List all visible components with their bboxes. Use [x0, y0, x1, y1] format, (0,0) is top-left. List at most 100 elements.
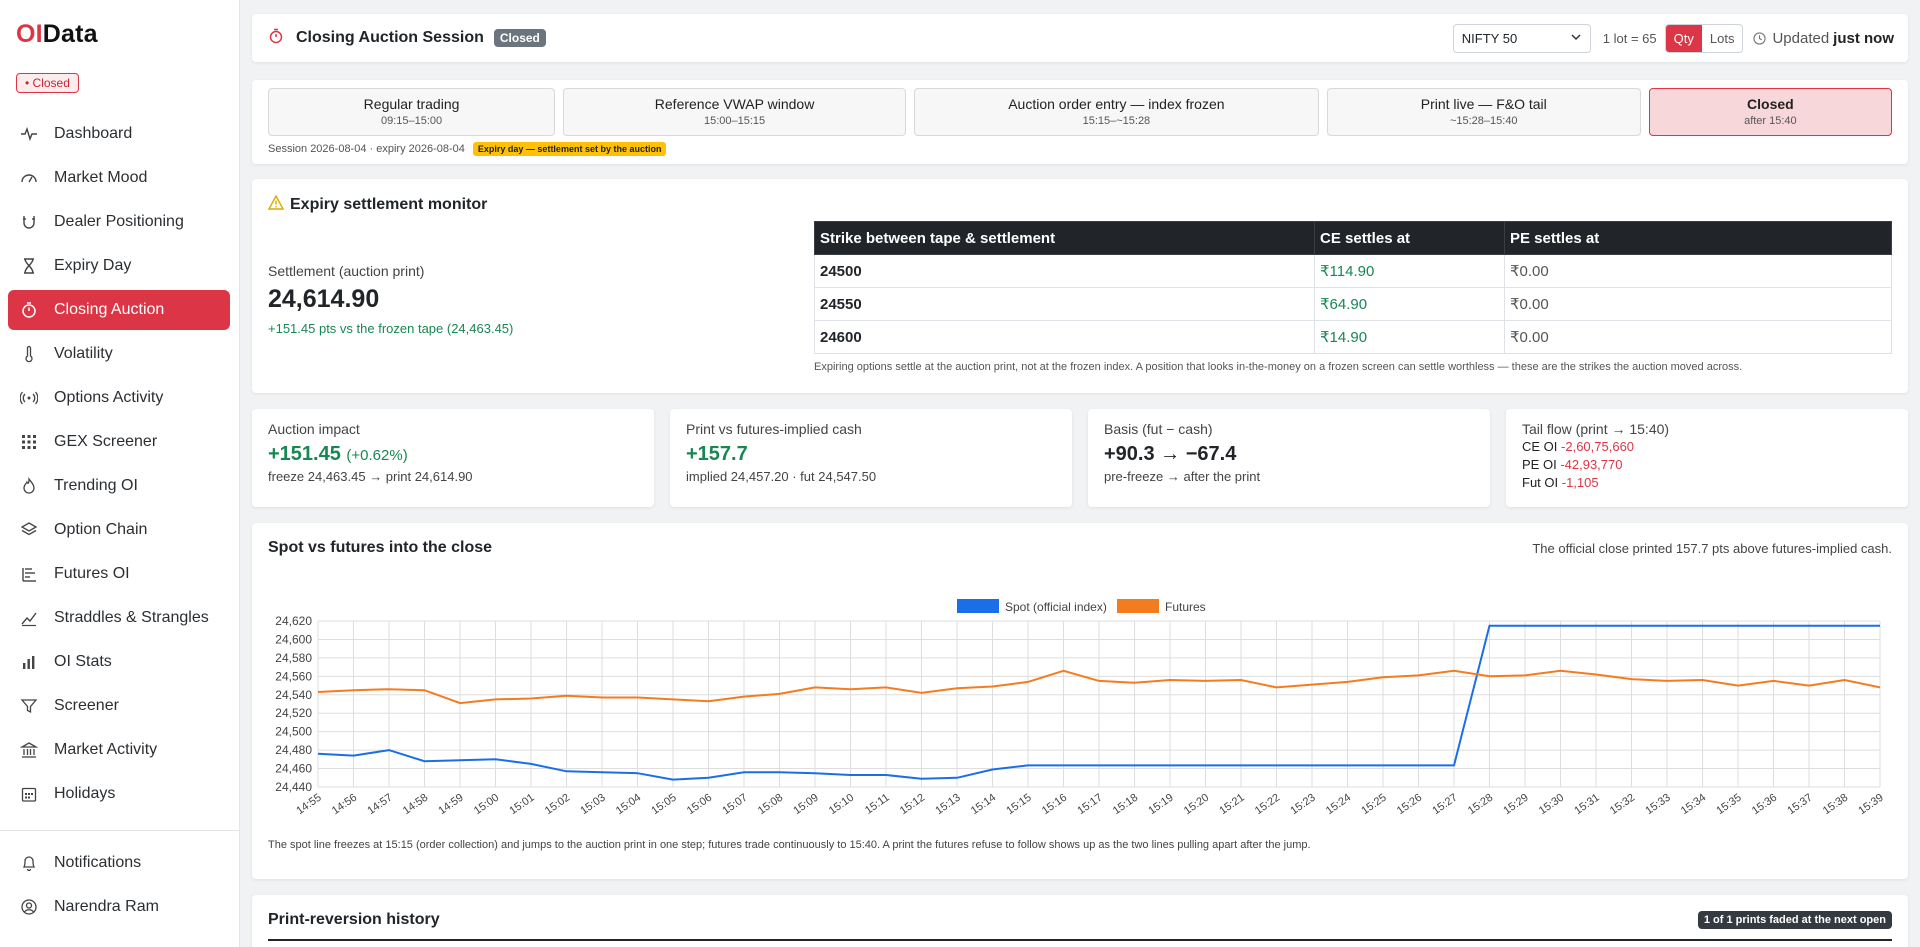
x-tick-label: 15:22	[1253, 792, 1282, 818]
phase-print-live-fando-tail: Print live — F&O tail ~15:28–15:40	[1326, 88, 1641, 136]
strike-cell: 24550	[814, 287, 1315, 321]
column-header: CE settles at	[1314, 221, 1505, 255]
x-tick-label: 15:25	[1359, 792, 1388, 818]
sidebar-item-volatility[interactable]: Volatility	[8, 334, 230, 374]
page-title: Closing Auction Session	[296, 29, 484, 46]
session-status-badge: Closed	[493, 29, 546, 47]
pe-settle-cell: ₹0.00	[1504, 320, 1892, 354]
sidebar-item-futures-oi[interactable]: Futures OI	[8, 554, 230, 594]
x-tick-label: 15:35	[1714, 792, 1743, 818]
metric-label: Tail flow (print → 15:40)	[1522, 421, 1670, 437]
y-tick-label: 24,600	[275, 632, 312, 646]
series-line-spot-official-index	[317, 624, 1880, 781]
phase-time: after 15:40	[1744, 115, 1797, 127]
sidebar-item-dealer-positioning[interactable]: Dealer Positioning	[8, 202, 230, 242]
updated-label: Updated	[1772, 29, 1830, 47]
last-updated: Updated just now	[1753, 30, 1894, 47]
auction-impact-card: Auction impact +151.45 (+0.62%) freeze 2…	[252, 409, 654, 507]
sidebar-item-closing-auction[interactable]: Closing Auction	[8, 290, 230, 330]
sidebar-item-notifications[interactable]: Notifications	[8, 843, 230, 883]
chart-caption: The spot line freezes at 15:15 (order co…	[268, 839, 1311, 851]
x-tick-label: 15:24	[1324, 792, 1353, 818]
x-tick-label: 15:10	[827, 792, 856, 818]
x-tick-label: 15:33	[1643, 792, 1672, 818]
sidebar-item-label: Straddles & Strangles	[54, 609, 209, 626]
session-info: Session 2026-08-04 · expiry 2026-08-04 E…	[268, 142, 1892, 156]
y-tick-label: 24,580	[275, 651, 312, 665]
settlement-heading: Expiry settlement monitor	[267, 194, 487, 215]
sidebar-item-label: Expiry Day	[54, 257, 132, 274]
table-header-rule	[268, 939, 1892, 941]
y-tick-label: 24,540	[275, 688, 312, 702]
sidebar-item-dashboard[interactable]: Dashboard	[8, 114, 230, 154]
metric-value: +90.3 → −67.4	[1104, 443, 1237, 465]
sidebar-item-market-activity[interactable]: Market Activity	[8, 730, 230, 770]
y-tick-label: 24,440	[275, 780, 312, 794]
sidebar-item-screener[interactable]: Screener	[8, 686, 230, 726]
phase-name: Regular trading	[363, 96, 460, 112]
column-header: PE settles at	[1504, 221, 1892, 255]
history-badge: 1 of 1 prints faded at the next open	[1697, 911, 1892, 929]
sidebar-item-label: Dashboard	[54, 125, 133, 142]
calendar-icon	[20, 785, 38, 803]
sidebar-item-label: GEX Screener	[54, 433, 158, 450]
x-tick-label: 15:18	[1111, 792, 1140, 818]
bar-chart-icon	[20, 653, 38, 671]
sidebar-item-label: Volatility	[54, 345, 113, 362]
sidebar-item-label: Option Chain	[54, 521, 148, 538]
brand-logo[interactable]: OIData	[16, 20, 98, 48]
x-tick-label: 15:04	[614, 792, 643, 818]
sidebar-item-gex-screener[interactable]: GEX Screener	[8, 422, 230, 462]
sidebar-item-oi-stats[interactable]: OI Stats	[8, 642, 230, 682]
instrument-select-value: NIFTY 50	[1461, 30, 1518, 46]
sidebar-item-expiry-day[interactable]: Expiry Day	[8, 246, 230, 286]
x-tick-label: 15:21	[1217, 792, 1246, 818]
page-header: Closing Auction Session Closed NIFTY 50 …	[252, 14, 1908, 62]
chart-note: The official close printed 157.7 pts abo…	[1532, 541, 1892, 556]
x-tick-label: 15:05	[649, 792, 678, 818]
market-status-pill: • Closed	[16, 73, 79, 93]
sidebar-item-trending-oi[interactable]: Trending OI	[8, 466, 230, 506]
sidebar-item-narendra-ram[interactable]: Narendra Ram	[8, 887, 230, 927]
x-tick-label: 15:23	[1288, 792, 1317, 818]
metric-subtext: implied 24,457.20 · fut 24,547.50	[686, 469, 877, 484]
sidebar-item-label: Futures OI	[54, 565, 130, 582]
strike-settlement-table: Strike between tape & settlement CE sett…	[814, 221, 1892, 354]
y-tick-label: 24,460	[275, 762, 312, 776]
expiry-badge: Expiry day — settlement set by the aucti…	[472, 142, 667, 156]
pulse-icon	[20, 125, 38, 143]
metric-subtext: pre-freeze → after the print	[1104, 469, 1261, 484]
gauge-icon	[20, 169, 38, 187]
x-tick-label: 15:02	[543, 792, 572, 818]
stopwatch-icon	[20, 301, 38, 319]
tail-flow-card: Tail flow (print → 15:40) CE OI -2,60,75…	[1506, 409, 1908, 507]
metrics-row: Auction impact +151.45 (+0.62%) freeze 2…	[252, 409, 1908, 507]
phase-closed: Closed after 15:40	[1648, 88, 1892, 136]
table-row: 24550 ₹64.90 ₹0.00	[814, 287, 1892, 321]
unit-toggle: Qty Lots	[1664, 23, 1744, 53]
chart-title: Spot vs futures into the close	[268, 539, 493, 556]
y-tick-label: 24,480	[275, 743, 312, 757]
sidebar-item-option-chain[interactable]: Option Chain	[8, 510, 230, 550]
phase-time: 15:00–15:15	[703, 115, 766, 127]
sidebar-item-market-mood[interactable]: Market Mood	[8, 158, 230, 198]
sidebar-nav: Dashboard Market Mood Dealer Positioning Ex…	[8, 114, 230, 818]
sidebar-item-label: Dealer Positioning	[54, 213, 184, 230]
metric-percent: (+0.62%)	[346, 447, 408, 464]
user-icon	[20, 898, 38, 916]
ce-settle-cell: ₹14.90	[1314, 320, 1505, 354]
qty-toggle-button[interactable]: Qty	[1665, 24, 1702, 52]
x-tick-label: 15:11	[863, 792, 892, 817]
sidebar-item-holidays[interactable]: Holidays	[8, 774, 230, 814]
x-tick-label: 15:07	[720, 792, 749, 818]
sidebar-item-straddles-and-strangles[interactable]: Straddles & Strangles	[8, 598, 230, 638]
sidebar-item-options-activity[interactable]: Options Activity	[8, 378, 230, 418]
lots-toggle-button[interactable]: Lots	[1709, 30, 1735, 46]
x-tick-label: 15:39	[1856, 792, 1885, 818]
x-tick-label: 15:00	[472, 792, 501, 818]
instrument-select[interactable]: NIFTY 50	[1452, 23, 1591, 53]
sidebar-item-label: Market Activity	[54, 741, 158, 758]
history-title: Print-reversion history	[268, 911, 440, 928]
column-header: Strike between tape & settlement	[814, 221, 1315, 255]
session-phases: Regular trading 09:15–15:00 Reference VWAP…	[252, 80, 1908, 164]
